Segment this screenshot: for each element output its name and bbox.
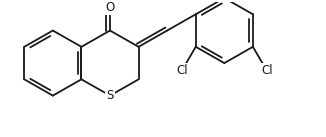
- Text: Cl: Cl: [261, 64, 273, 77]
- Text: Cl: Cl: [176, 64, 187, 77]
- Text: S: S: [106, 89, 114, 102]
- Text: O: O: [105, 1, 115, 14]
